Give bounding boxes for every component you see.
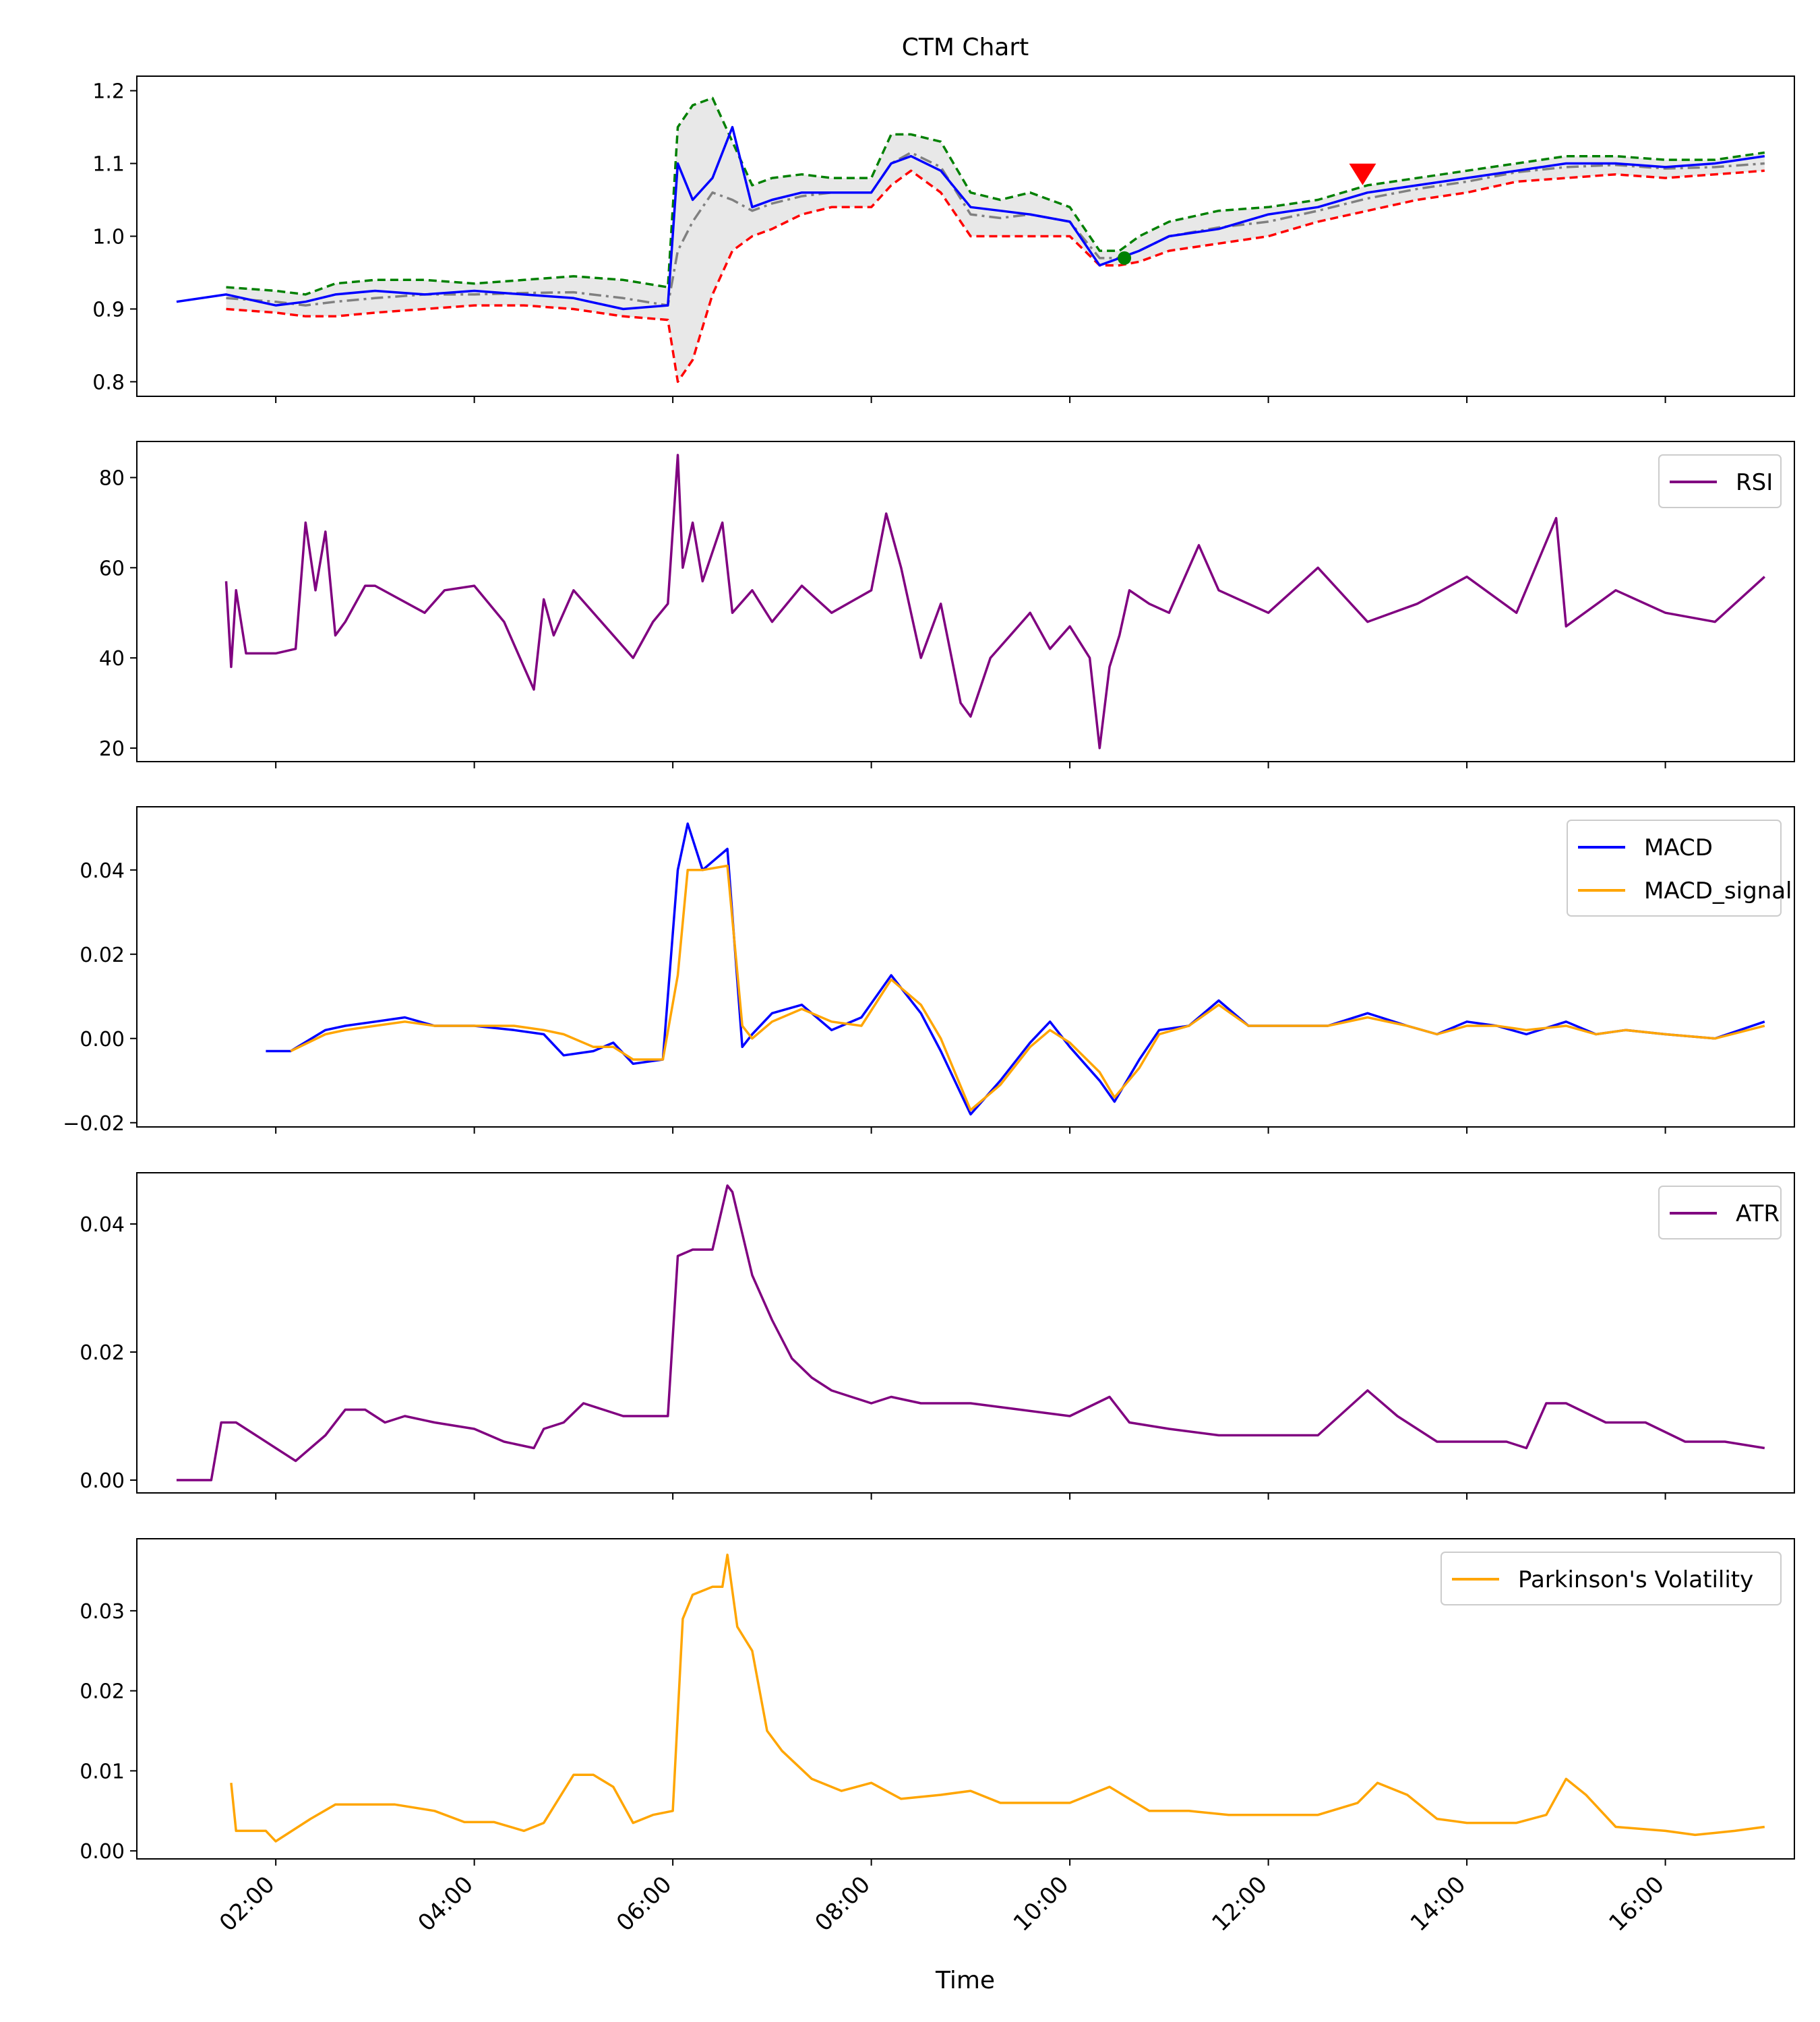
y-tick-label: 0.9 [92,298,125,321]
chart-title: CTM Chart [902,34,1029,61]
panel-frame [136,1538,1795,1860]
x-axis-label: Time [935,1967,995,1994]
y-tick-label: 0.04 [80,859,125,883]
panel-4: 0.00 0.02 0.04 ATR [80,1172,1795,1500]
series-line-rsi [224,454,1765,749]
panel-2: 20 40 60 80 RSI [99,441,1795,768]
y-tick-label: 0.00 [80,1469,125,1493]
panel-5: 0.00 0.01 0.02 0.03 Parkinson's Volatility [80,1538,1795,1866]
buy-signal-marker [1118,251,1132,265]
y-tick-label: 0.04 [80,1213,125,1237]
y-tick-label: 40 [99,647,125,671]
y-tick-label: 0.00 [80,1840,125,1864]
series-line-parkinson [230,1554,1765,1843]
y-tick-label: 1.0 [92,226,125,249]
legend-box [1567,820,1782,917]
y-tick-label: 0.03 [80,1600,125,1624]
band-fill [226,98,1765,382]
sell-signal-marker [1349,163,1376,185]
panel-frame [136,441,1795,762]
panel-1: 0.8 0.9 1.0 1.1 1.2 [92,75,1795,403]
series-line-upper-band [226,96,1765,296]
legend-label: RSI [1736,469,1773,496]
y-tick-label: 0.8 [92,371,125,394]
series-line-atr [176,1184,1765,1481]
legend-box [1658,1186,1782,1239]
y-tick-label: 60 [99,557,125,580]
legend-label: MACD_signal [1644,878,1792,905]
y-tick-label: 20 [99,737,125,761]
panel-frame [136,806,1795,1128]
y-tick-label: 0.00 [80,1028,125,1051]
legend-label: MACD [1644,834,1713,861]
series-line-price [176,125,1765,311]
y-tick-label: 0.01 [80,1760,125,1783]
y-tick-label: 0.02 [80,944,125,967]
panel-3: −0.02 0.00 0.02 0.04 MACD MACD_signal [63,806,1795,1136]
series-line-lower-band [226,169,1765,384]
y-tick-label: 1.1 [92,153,125,177]
y-tick-label: 0.02 [80,1341,125,1365]
legend-box [1658,454,1782,508]
y-tick-label: 0.02 [80,1680,125,1704]
series-line-macd-signal [290,864,1765,1111]
legend-box [1440,1552,1782,1605]
legend-label: ATR [1736,1200,1780,1227]
y-tick-label: 1.2 [92,80,125,104]
series-line-middle-band [226,151,1765,307]
panel-frame [136,1172,1795,1494]
legend-label: Parkinson's Volatility [1518,1566,1753,1593]
y-tick-label: −0.02 [63,1112,125,1136]
y-tick-label: 80 [99,467,125,491]
